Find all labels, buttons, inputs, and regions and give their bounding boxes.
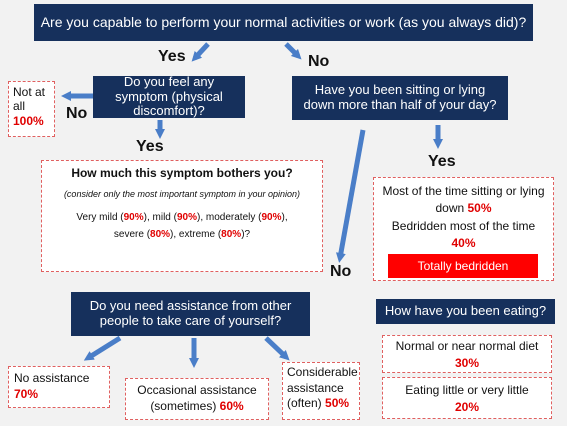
box-eating-normal: Normal or near normal diet 30% (382, 335, 552, 373)
label-symptom-yes: Yes (136, 138, 164, 155)
no-assistance-label: No assistance (14, 371, 90, 385)
arrow-assist-considerable (264, 336, 290, 361)
box-occasional-assistance: Occasional assistance (sometimes) 60% (125, 378, 269, 420)
question-sitting-text: Have you been sitting or lying down more… (303, 82, 497, 112)
not-at-all-label: Not at all (13, 85, 46, 114)
considerable-label1: Considerable (287, 365, 358, 379)
eating-normal-label: Normal or near normal diet (395, 339, 539, 353)
question-capable-text: Are you capable to perform your normal a… (40, 14, 527, 31)
arrow-to-assistance (335, 129, 366, 263)
arrow-top-yes (191, 42, 210, 62)
question-symptom: Do you feel any symptom (physical discom… (93, 73, 245, 119)
considerable-line3: (often) 50% (287, 396, 350, 411)
eating-little-pct: 20% (454, 399, 480, 414)
eating-little-label: Eating little or very little (405, 383, 529, 397)
box-symptom-bother: How much this symptom bothers you? (cons… (41, 160, 323, 272)
considerable-label2: assistance (287, 380, 344, 395)
question-sitting: Have you been sitting or lying down more… (292, 76, 508, 120)
sitting-detail-b: Bedridden most of the time 40% (391, 218, 536, 251)
question-symptom-text: Do you feel any symptom (physical discom… (115, 73, 223, 119)
arrow-assist-none (83, 335, 122, 361)
bother-scale-line1: Very mild (90%), mild (90%), moderately … (76, 211, 288, 223)
question-assistance: Do you need assistance from other people… (71, 292, 310, 336)
box-no-assistance: No assistance 70% (8, 366, 110, 408)
occasional-label1: Occasional assistance (137, 383, 257, 397)
arrow-top-no (284, 42, 302, 60)
totally-bedridden-bar: Totally bedridden (388, 254, 538, 278)
bother-note: (consider only the most important sympto… (63, 189, 301, 199)
label-symptom-no: No (66, 105, 88, 122)
question-eating-text: How have you been eating? (384, 303, 547, 319)
question-capable: Are you capable to perform your normal a… (34, 4, 533, 41)
not-at-all-pct: 100% (13, 113, 44, 128)
box-considerable-assistance: Considerable assistance (often) 50% (282, 362, 360, 420)
bother-title: How much this symptom bothers you? (71, 166, 293, 180)
eating-normal-pct: 30% (454, 355, 480, 370)
box-not-at-all: Not at all 100% (8, 81, 55, 137)
label-mid-no: No (330, 263, 352, 280)
label-sitting-yes: Yes (428, 153, 456, 170)
label-top-yes: Yes (158, 48, 186, 65)
bother-scale-line2: severe (80%), extreme (80%)? (113, 228, 251, 240)
no-assistance-pct: 70% (14, 387, 39, 402)
question-eating: How have you been eating? (376, 299, 555, 324)
question-assistance-text: Do you need assistance from other people… (89, 298, 292, 328)
label-top-no: No (308, 53, 330, 70)
occasional-line2: (sometimes) 60% (150, 399, 244, 414)
sitting-detail-a: Most of the time sitting or lying down 5… (382, 184, 545, 216)
box-eating-little: Eating little or very little 20% (382, 377, 552, 419)
